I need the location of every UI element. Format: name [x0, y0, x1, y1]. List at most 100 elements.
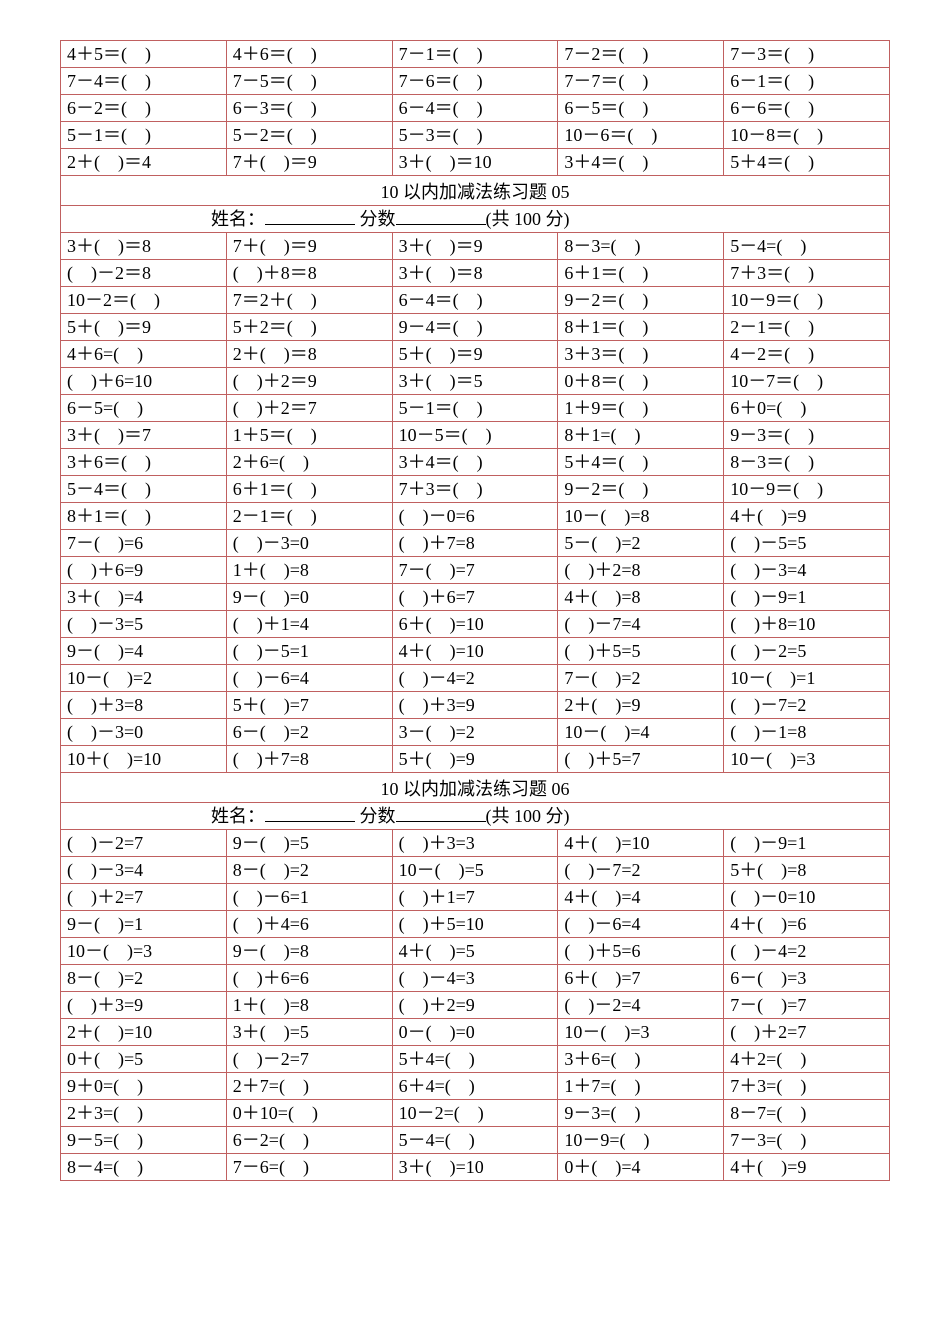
set05-info-row: 姓名： 分数(共 100 分)	[61, 206, 890, 233]
set05-cell: 5＋( )＝9	[392, 341, 558, 368]
name-blank[interactable]	[265, 821, 355, 822]
set06-cell: 1＋( )=8	[226, 992, 392, 1019]
set06-cell: 4＋2=( )	[724, 1046, 890, 1073]
set05-cell: ( )＋1=4	[226, 611, 392, 638]
set06-cell: ( )＋4=6	[226, 911, 392, 938]
set06-cell: ( )＋3=9	[61, 992, 227, 1019]
set05-cell: 10－2＝( )	[61, 287, 227, 314]
set06-cell: 6＋( )=7	[558, 965, 724, 992]
set06-cell: 7－6=( )	[226, 1154, 392, 1181]
label-name: 姓名：	[211, 209, 265, 229]
label-score: 分数	[355, 209, 396, 229]
set05-cell: ( )－2=5	[724, 638, 890, 665]
set06-cell: 5－4=( )	[392, 1127, 558, 1154]
set06-cell: 10－2=( )	[392, 1100, 558, 1127]
score-blank[interactable]	[396, 224, 486, 225]
set05-cell: ( )－3=5	[61, 611, 227, 638]
set06-cell: ( )－4=2	[724, 938, 890, 965]
set06-cell: 8－( )=2	[61, 965, 227, 992]
set05-cell: ( )＋2=8	[558, 557, 724, 584]
set05-cell: 1＋5＝( )	[226, 422, 392, 449]
set05-cell: ( )＋3=8	[61, 692, 227, 719]
set05-cell: 3＋( )＝8	[61, 233, 227, 260]
set05-cell: ( )－7=4	[558, 611, 724, 638]
set06-row: 2＋( )=103＋( )=50－( )=010－( )=3( )＋2=7	[61, 1019, 890, 1046]
set06-cell: 3＋( )=5	[226, 1019, 392, 1046]
set05-cell: 10－5＝( )	[392, 422, 558, 449]
set06-title-row: 10 以内加减法练习题 06	[61, 773, 890, 803]
set05-row: 8＋1＝( )2－1＝( )( )－0=610－( )=84＋( )=9	[61, 503, 890, 530]
set06-cell: 5＋( )=8	[724, 857, 890, 884]
set06-cell: 10－( )=3	[61, 938, 227, 965]
set05-cell: 2＋( )=9	[558, 692, 724, 719]
set05-cell: 3＋( )＝8	[392, 260, 558, 287]
set06-cell: 7＋3=( )	[724, 1073, 890, 1100]
set05-cell: 6＋1＝( )	[226, 476, 392, 503]
set06-cell: 9－( )=5	[226, 830, 392, 857]
set06-cell: 2＋3=( )	[61, 1100, 227, 1127]
label-total: (共 100 分)	[486, 806, 570, 826]
set05-cell: ( )＋7=8	[392, 530, 558, 557]
set05-cell: 10－( )=3	[724, 746, 890, 773]
set05-cell: 9－2＝( )	[558, 287, 724, 314]
set06-row: 9－( )=1( )＋4=6( )＋5=10( )－6=44＋( )=6	[61, 911, 890, 938]
set06-cell: 10－9=( )	[558, 1127, 724, 1154]
block_a-cell: 7－2＝( )	[558, 41, 724, 68]
set05-cell: 5－1＝( )	[392, 395, 558, 422]
set05-cell: 7－( )=2	[558, 665, 724, 692]
set05-cell: ( )－5=5	[724, 530, 890, 557]
set06-cell: 6－2=( )	[226, 1127, 392, 1154]
set06-cell: 6＋4=( )	[392, 1073, 558, 1100]
set05-cell: ( )－2＝8	[61, 260, 227, 287]
set06-cell: ( )－9=1	[724, 830, 890, 857]
set06-row: ( )－3=48－( )=210－( )=5( )－7=25＋( )=8	[61, 857, 890, 884]
name-blank[interactable]	[265, 224, 355, 225]
set05-row: 4＋6=( )2＋( )＝85＋( )＝93＋3＝( )4－2＝( )	[61, 341, 890, 368]
set05-cell: 9－( )=0	[226, 584, 392, 611]
block_a-row: 7－4＝( )7－5＝( )7－6＝( )7－7＝( )6－1＝( )	[61, 68, 890, 95]
set05-cell: 8＋1＝( )	[61, 503, 227, 530]
set06-cell: ( )－2=7	[61, 830, 227, 857]
set05-row: 3＋( )＝71＋5＝( )10－5＝( )8＋1=( )9－3＝( )	[61, 422, 890, 449]
set05-cell: 6＋1＝( )	[558, 260, 724, 287]
set06-cell: 3＋( )=10	[392, 1154, 558, 1181]
set05-cell: 9－3＝( )	[724, 422, 890, 449]
set05-cell: 3＋( )＝9	[392, 233, 558, 260]
set06-cell: 6－( )=3	[724, 965, 890, 992]
set06-cell: 9－3=( )	[558, 1100, 724, 1127]
set06-cell: ( )＋5=10	[392, 911, 558, 938]
set06-cell: 8－7=( )	[724, 1100, 890, 1127]
set05-cell: 5＋( )=7	[226, 692, 392, 719]
set05-cell: 2＋6=( )	[226, 449, 392, 476]
set06-cell: 9－( )=1	[61, 911, 227, 938]
set06-cell: ( )－2=4	[558, 992, 724, 1019]
set05-row: 10－( )=2( )－6=4( )－4=27－( )=210－( )=1	[61, 665, 890, 692]
block_a-cell: 6－1＝( )	[724, 68, 890, 95]
set06-cell: 0－( )=0	[392, 1019, 558, 1046]
set05-cell: 6－5=( )	[61, 395, 227, 422]
set06-cell: 3＋6=( )	[558, 1046, 724, 1073]
set06-title: 10 以内加减法练习题 06	[61, 773, 890, 803]
set05-cell: 3＋( )=4	[61, 584, 227, 611]
set05-cell: ( )－3=0	[226, 530, 392, 557]
set06-cell: 9－5=( )	[61, 1127, 227, 1154]
set05-row: 10＋( )=10( )＋7=85＋( )=9( )＋5=710－( )=3	[61, 746, 890, 773]
set05-cell: ( )＋7=8	[226, 746, 392, 773]
set05-row: ( )＋6=91＋( )=87－( )=7( )＋2=8( )－3=4	[61, 557, 890, 584]
set06-row: 9＋0=( )2＋7=( )6＋4=( )1＋7=( )7＋3=( )	[61, 1073, 890, 1100]
set06-cell: ( )－2=7	[226, 1046, 392, 1073]
block_a-cell: 7－7＝( )	[558, 68, 724, 95]
set05-row: 5＋( )＝95＋2＝( )9－4＝( )8＋1＝( )2－1＝( )	[61, 314, 890, 341]
block_a-cell: 6－2＝( )	[61, 95, 227, 122]
block_a-cell: 10－6＝( )	[558, 122, 724, 149]
block_a-cell: 6－6＝( )	[724, 95, 890, 122]
set06-cell: 2＋( )=10	[61, 1019, 227, 1046]
set06-row: 8－( )=2( )＋6=6( )－4=36＋( )=76－( )=3	[61, 965, 890, 992]
block_a-cell: 5－3＝( )	[392, 122, 558, 149]
set05-cell: 7－( )=7	[392, 557, 558, 584]
set05-cell: 3＋4＝( )	[392, 449, 558, 476]
block_a-row: 4＋5＝( )4＋6＝( )7－1＝( )7－2＝( )7－3＝( )	[61, 41, 890, 68]
score-blank[interactable]	[396, 821, 486, 822]
block_a-cell: 6－3＝( )	[226, 95, 392, 122]
set05-cell: ( )－6=4	[226, 665, 392, 692]
